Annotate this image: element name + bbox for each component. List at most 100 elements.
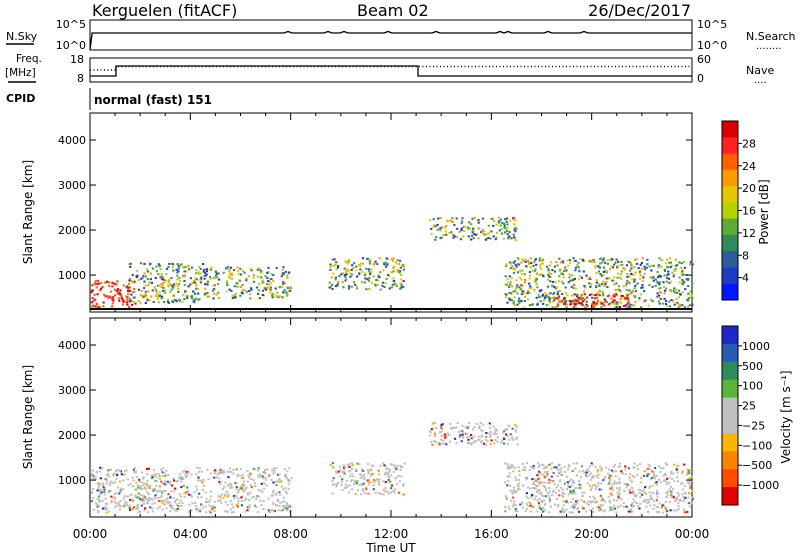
echo-cell-4 [436,223,439,226]
echo-cell-3 [638,463,641,466]
echo-cell-3 [618,477,621,480]
echo-cell-4 [477,227,480,230]
echo-cell-5 [628,269,632,272]
echo-cell-0 [152,474,155,477]
echo-cell-3 [584,510,587,513]
echo-cell-1 [392,471,395,473]
echo-cell-0 [288,480,291,483]
echo-cell-5 [600,274,603,277]
echo-cell-5 [505,263,508,266]
echo-cell-3 [382,269,385,272]
echo-cell-2 [276,291,279,294]
echo-cell-3 [528,469,531,472]
echo-cell-1 [183,274,186,277]
echo-cell-1 [336,481,339,484]
echo-cell-3 [397,262,400,265]
echo-cell-2 [204,292,207,294]
echo-cell-3 [531,495,534,498]
echo-cell-3 [530,502,533,505]
echo-cell-0 [205,511,208,514]
echo-cell-0 [107,491,110,494]
echo-cell-4 [512,218,515,221]
echo-cell-5 [673,303,676,306]
echo-cell-5 [547,274,550,276]
echo-cell-0 [95,286,98,289]
echo-cell-2 [441,423,444,426]
echo-cell-3 [631,510,634,513]
echo-cell-3 [554,503,557,506]
echo-cell-0 [130,500,133,503]
echo-cell-0 [221,493,224,496]
echo-cell-3 [558,471,561,474]
echo-cell-3 [655,489,659,492]
echo-cell-3 [611,469,614,472]
echo-cell-3 [536,499,539,502]
echo-cell-5 [663,285,666,288]
echo-cell-3 [641,490,645,493]
echo-cell-1 [163,291,167,294]
echo-cell-5 [579,258,582,261]
echo-cell-5 [564,266,567,269]
echo-cell-3 [633,476,636,479]
echo-cell-6 [574,303,577,306]
echo-cell-0 [179,499,182,502]
echo-cell-5 [680,262,683,265]
echo-cell-5 [558,257,561,260]
echo-cell-0 [253,482,256,485]
echo-cell-0 [91,491,94,494]
echo-cell-1 [374,491,377,494]
echo-cell-1 [149,278,152,281]
echo-cell-5 [592,259,595,261]
echo-cell-3 [383,286,386,288]
echo-cell-3 [652,471,656,474]
echo-cell-5 [574,287,577,290]
echo-cell-3 [358,273,361,276]
echo-cell-5 [557,279,560,282]
echo-cell-0 [229,486,232,489]
echo-cell-0 [175,503,178,506]
echo-cell-0 [116,292,119,295]
echo-cell-4 [492,220,496,223]
echo-cell-0 [167,501,170,503]
echo-cell-3 [668,488,672,491]
echo-cell-3 [351,264,354,267]
echo-cell-0 [113,497,116,500]
echo-cell-3 [650,496,653,499]
echo-cell-2 [259,269,262,272]
echo-cell-0 [168,482,171,485]
echo-cell-3 [688,492,691,494]
echo-cell-0 [186,486,189,489]
echo-cell-3 [620,498,623,501]
echo-cell-3 [538,497,541,500]
echo-cell-1 [384,490,387,493]
echo-cell-2 [286,276,289,279]
echo-cell-5 [681,268,684,271]
echo-cell-0 [275,484,278,487]
echo-cell-3 [390,258,393,261]
echo-cell-3 [556,468,559,471]
echo-cell-0 [143,509,146,512]
echo-cell-5 [633,266,636,269]
echo-cell-1 [393,464,396,467]
echo-cell-1 [402,484,405,487]
echo-cell-3 [661,511,664,514]
echo-cell-0 [147,493,150,495]
echo-cell-5 [597,270,601,273]
echo-cell-5 [512,271,515,274]
echo-cell-3 [402,286,405,289]
echo-cell-0 [257,495,260,498]
echo-cell-2 [206,292,209,295]
echo-cell-3 [545,466,548,469]
echo-cell-1 [199,268,202,270]
echo-cell-3 [647,500,650,503]
echo-cell-5 [506,278,509,281]
echo-cell-0 [245,497,248,500]
echo-cell-5 [659,275,662,278]
echo-cell-1 [131,274,134,276]
echo-cell-1 [197,298,200,301]
echo-cell-0 [132,468,135,471]
echo-cell-3 [611,489,614,492]
echo-cell-5 [528,261,531,264]
echo-cell-5 [666,304,669,307]
echo-cell-1 [395,483,399,486]
